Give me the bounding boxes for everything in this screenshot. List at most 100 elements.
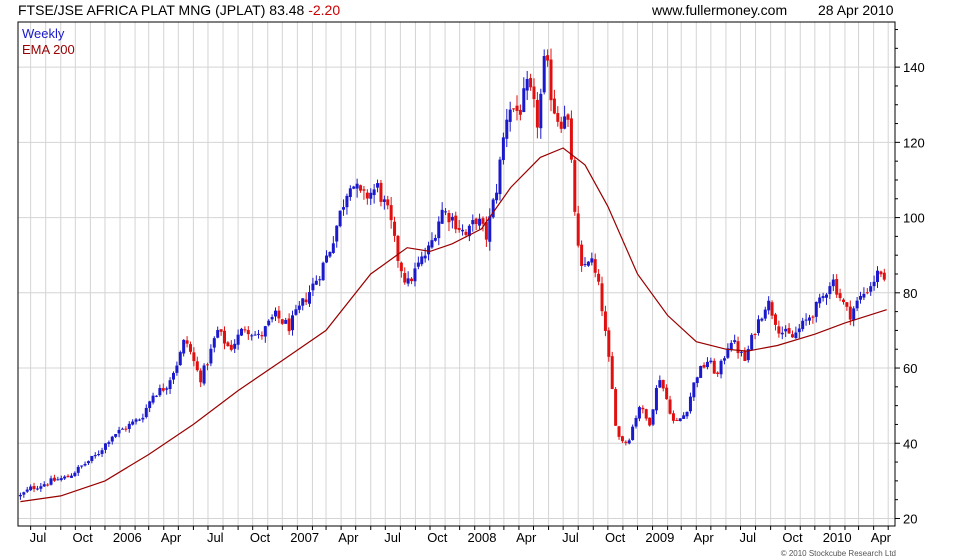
weekly-candle [859,291,863,304]
candle-body [695,377,699,384]
weekly-candle [178,350,182,366]
candle-body [144,407,148,418]
candle-body [103,443,107,450]
candle-body [90,455,94,461]
candle-body [49,478,53,485]
candle-body [389,205,393,221]
candle-body [403,273,407,283]
candle-body [416,262,420,267]
candle-body [807,317,811,321]
candle-body [580,244,584,266]
candle-body [668,399,672,414]
candle-body [25,489,29,492]
candle-body [440,209,444,224]
x-tick-label: 2010 [823,530,852,545]
weekly-candle [590,252,594,266]
candle-body [481,218,485,224]
candle-body [182,339,186,354]
weekly-candle [328,251,332,259]
weekly-candle [865,288,869,295]
candle-body [841,299,845,303]
weekly-candle [362,185,366,200]
candle-body [811,316,815,318]
weekly-candle [274,307,278,322]
candle-body [716,372,720,374]
candle-body [474,218,478,225]
candle-body [117,429,121,434]
weekly-candle [175,361,179,376]
candle-body [651,409,655,425]
candle-body [410,278,414,282]
weekly-candle [763,306,767,321]
weekly-candle [49,475,53,486]
candle-body [240,328,244,336]
candle-body [848,306,852,320]
weekly-candle [325,250,329,264]
weekly-candle [134,418,138,425]
weekly-candle [287,313,291,335]
candle-body [515,105,519,111]
candle-body [505,119,509,139]
candle-body [63,476,67,479]
x-tick-label: 2008 [468,530,497,545]
weekly-candle [824,293,828,305]
candle-body [35,488,39,490]
weekly-candle [444,208,448,216]
candle-body [352,186,356,189]
weekly-candle [233,339,237,354]
weekly-candle [270,314,274,323]
weekly-candle [430,232,434,249]
candle-body [137,419,141,421]
candle-body [644,409,648,419]
candle-body [607,330,611,357]
weekly-candle [614,387,618,426]
weekly-candle [420,251,424,267]
weekly-candle [209,344,213,367]
candle-body [134,419,138,422]
candle-body [678,418,682,422]
candle-body [512,108,516,110]
weekly-candle [862,287,866,301]
weekly-candle [739,350,743,357]
candle-body [454,215,458,230]
candle-body [529,78,533,88]
candle-body [359,185,363,191]
candle-body [192,352,196,362]
candle-body [634,418,638,427]
candle-body [552,98,556,114]
weekly-candle [127,421,131,433]
candle-body [236,334,240,345]
weekly-candle [308,285,312,307]
candle-body [491,199,495,218]
weekly-candle [515,95,519,121]
plot-border [17,21,896,527]
weekly-candle [467,224,471,242]
candle-body [280,319,284,324]
candle-body [495,192,499,201]
weekly-candle [818,293,822,308]
weekly-candle [869,282,873,296]
candle-body [80,465,84,467]
weekly-candle [753,333,757,340]
weekly-candle [365,189,369,205]
weekly-candle [457,219,461,233]
instrument-name: FTSE/JSE AFRICA PLAT MNG (JPLAT) [18,2,266,18]
weekly-candle [100,447,104,458]
weekly-candle [573,156,577,216]
weekly-candle [379,179,383,207]
candle-body [154,395,158,397]
x-tick-label: Oct [73,530,94,545]
candle-body [658,380,662,388]
weekly-candle [637,405,641,422]
candle-body [287,318,291,332]
candle-body [542,56,546,93]
candle-body [859,296,863,300]
x-tick-label: Jul [562,530,579,545]
weekly-candle [114,433,118,439]
candle-body [158,388,162,396]
candle-body [243,329,247,331]
weekly-candle [76,464,80,476]
weekly-candle [202,363,206,386]
weekly-candle [291,310,295,336]
weekly-candle [338,210,342,228]
